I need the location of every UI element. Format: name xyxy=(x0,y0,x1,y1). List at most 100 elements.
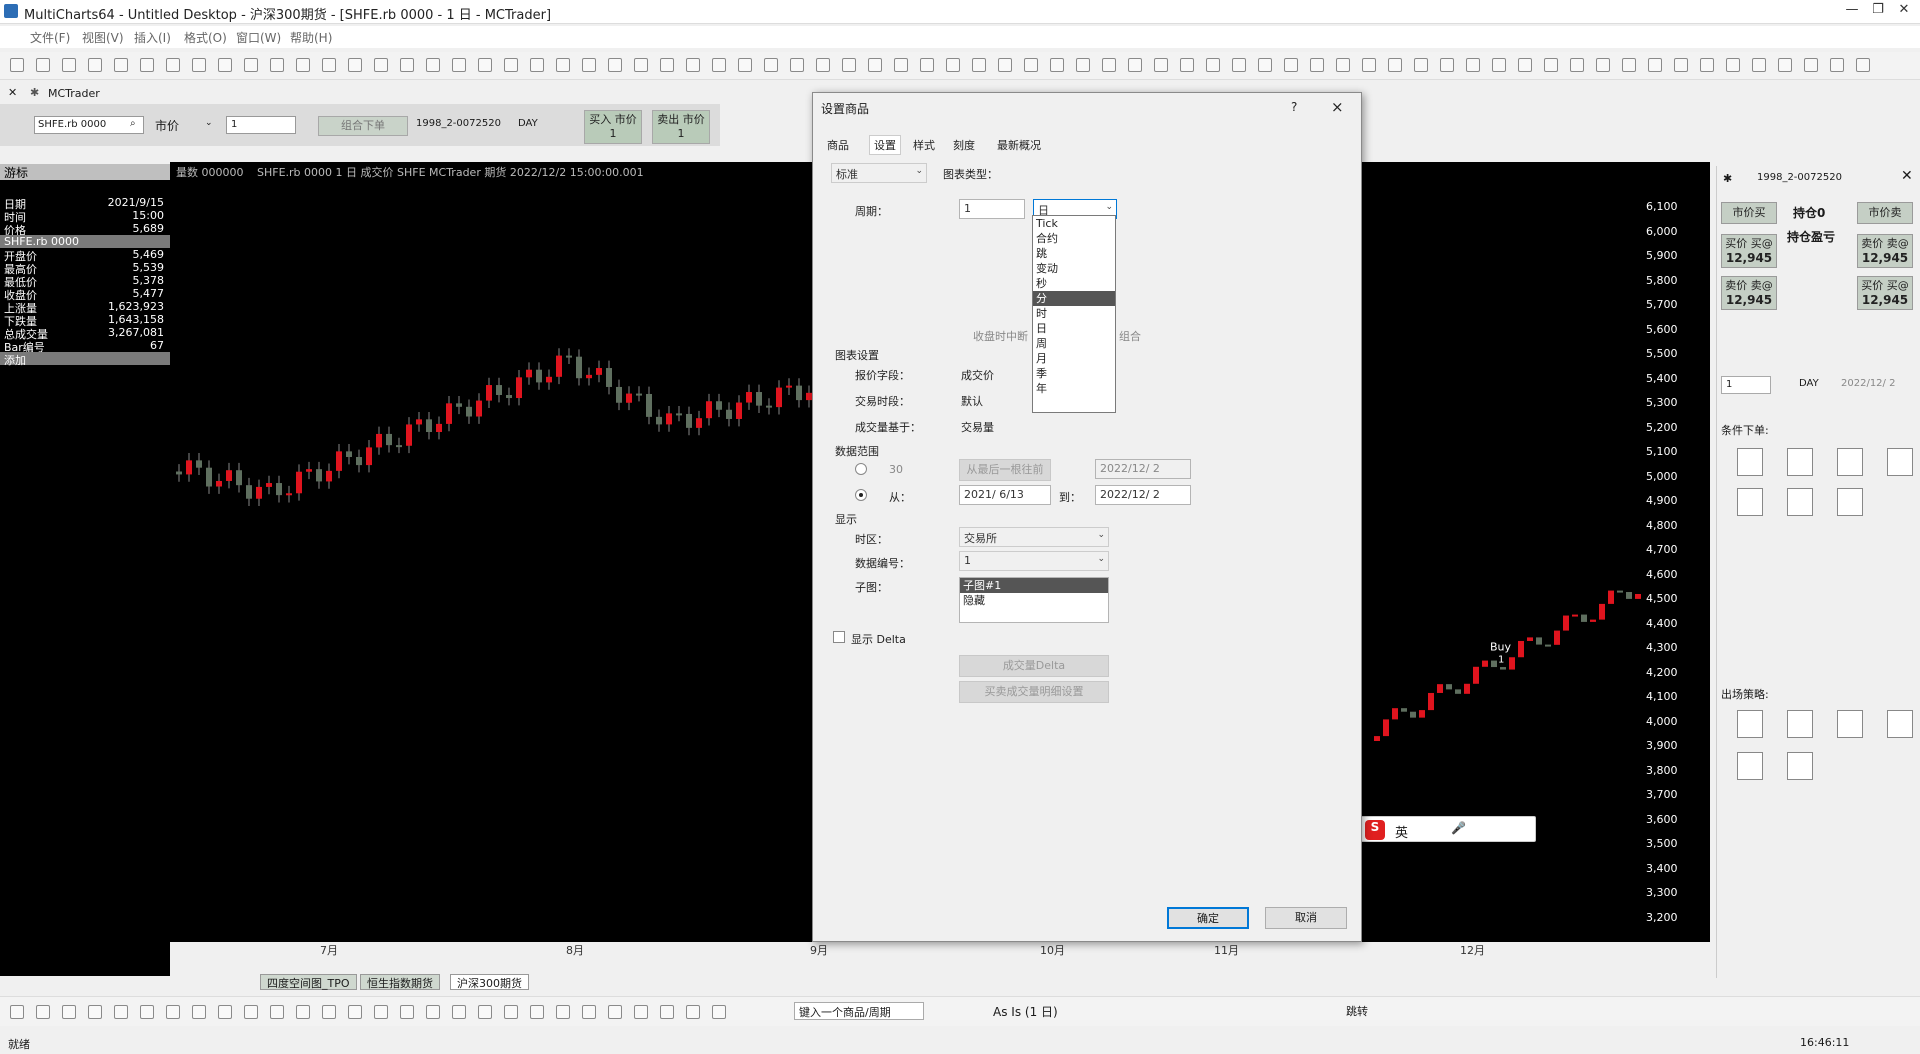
drawing-tool-button[interactable] xyxy=(322,1005,336,1019)
tif-select[interactable]: DAY xyxy=(1799,378,1819,389)
volume-value[interactable]: 交易量 xyxy=(961,421,994,434)
toolbar-button[interactable] xyxy=(1544,58,1558,72)
symbol-input[interactable]: SHFE.rb 0000 xyxy=(34,116,144,134)
window-tab[interactable]: ✕ ✱ MCTrader xyxy=(0,84,170,104)
sell-ask-button[interactable]: 卖价 卖@ 12,945 xyxy=(1857,234,1913,268)
drawing-tool-button[interactable] xyxy=(62,1005,76,1019)
toolbar-button[interactable] xyxy=(1232,58,1246,72)
toolbar-button[interactable] xyxy=(114,58,128,72)
exit-strategy-icon[interactable] xyxy=(1737,710,1763,738)
toolbar-button[interactable] xyxy=(1180,58,1194,72)
stop-limit-icon[interactable] xyxy=(1787,448,1813,476)
maximize-button[interactable]: ❐ xyxy=(1872,2,1884,17)
period-unit-option[interactable]: 月 xyxy=(1036,352,1047,365)
toolbar-button[interactable] xyxy=(1518,58,1532,72)
toolbar-button[interactable] xyxy=(218,58,232,72)
combo-order-button[interactable]: 组合下单 xyxy=(318,116,408,136)
data-number-select[interactable]: 1 ⌄ xyxy=(959,551,1109,571)
toolbar-button[interactable] xyxy=(1076,58,1090,72)
toolbar-button[interactable] xyxy=(1492,58,1506,72)
toolbar-button[interactable] xyxy=(244,58,258,72)
market-buy-button[interactable]: 市价买 xyxy=(1721,202,1777,224)
quote-field-value[interactable]: 成交价 xyxy=(961,369,994,382)
tab-overview[interactable]: 最新概况 xyxy=(997,139,1041,152)
ime-lang[interactable]: 英 xyxy=(1395,826,1409,841)
tab-csi300[interactable]: 沪深300期货 xyxy=(450,974,529,990)
toolbar-button[interactable] xyxy=(1154,58,1168,72)
drawing-tool-button[interactable] xyxy=(218,1005,232,1019)
from-last-bar-button[interactable]: 从最后一根往前 xyxy=(959,459,1051,481)
drawing-tool-button[interactable] xyxy=(270,1005,284,1019)
account-select[interactable]: 1998_2-0072520 xyxy=(1757,172,1842,183)
menu-format[interactable]: 格式(O) xyxy=(184,31,227,45)
toolbar-button[interactable] xyxy=(946,58,960,72)
toolbar-button[interactable] xyxy=(1388,58,1402,72)
period-unit-option[interactable]: 时 xyxy=(1036,307,1047,320)
toolbar-button[interactable] xyxy=(1128,58,1142,72)
toolbar-button[interactable] xyxy=(1778,58,1792,72)
toolbar-button[interactable] xyxy=(400,58,414,72)
subchart-option[interactable]: 子图#1 xyxy=(960,578,1108,593)
toolbar-button[interactable] xyxy=(426,58,440,72)
sell-market-button[interactable]: 卖出 市价 1 xyxy=(652,110,710,144)
toolbar-button[interactable] xyxy=(348,58,362,72)
toolbar-button[interactable] xyxy=(1726,58,1740,72)
jump-button[interactable]: 跳转 xyxy=(1346,1005,1368,1018)
exit-strategy-icon[interactable] xyxy=(1787,710,1813,738)
drawing-tool-button[interactable] xyxy=(192,1005,206,1019)
toolbar-button[interactable] xyxy=(374,58,388,72)
drawing-tool-button[interactable] xyxy=(400,1005,414,1019)
menu-view[interactable]: 视图(V) xyxy=(82,31,124,45)
microphone-icon[interactable]: 🎤 xyxy=(1451,821,1466,835)
toolbar-button[interactable] xyxy=(1830,58,1844,72)
close-icon[interactable]: ✕ xyxy=(1901,168,1913,184)
cancel-button[interactable]: 取消 xyxy=(1265,907,1347,929)
buy-bid-button[interactable]: 买价 买@ 12,945 xyxy=(1721,234,1777,268)
toolbar-button[interactable] xyxy=(166,58,180,72)
tab-scale[interactable]: 刻度 xyxy=(953,139,975,152)
drawing-tool-button[interactable] xyxy=(660,1005,674,1019)
period-unit-option[interactable]: Tick xyxy=(1036,217,1058,230)
exit-strategy-icon[interactable] xyxy=(1837,710,1863,738)
bracket-icon[interactable] xyxy=(1837,488,1863,516)
chart-kind-select[interactable]: 标准 ⌄ xyxy=(831,163,927,183)
toolbar-button[interactable] xyxy=(270,58,284,72)
period-unit-option[interactable]: 变动 xyxy=(1036,262,1058,275)
drawing-tool-button[interactable] xyxy=(140,1005,154,1019)
drawing-tool-button[interactable] xyxy=(10,1005,24,1019)
toolbar-button[interactable] xyxy=(478,58,492,72)
toolbar-button[interactable] xyxy=(1752,58,1766,72)
toolbar-button[interactable] xyxy=(1050,58,1064,72)
period-unit-dropdown[interactable]: Tick 合约跳变动秒分时日周月季年 xyxy=(1032,215,1116,413)
order-type-select[interactable]: 市价 xyxy=(155,119,180,133)
qty-input[interactable]: 1 xyxy=(226,116,296,134)
drawing-tool-button[interactable] xyxy=(114,1005,128,1019)
toolbar-button[interactable] xyxy=(1310,58,1324,72)
drawing-tool-button[interactable] xyxy=(504,1005,518,1019)
toolbar-button[interactable] xyxy=(582,58,596,72)
toolbar-button[interactable] xyxy=(36,58,50,72)
from-date-input[interactable]: 2021/ 6/13 xyxy=(959,485,1051,505)
toolbar-button[interactable] xyxy=(1440,58,1454,72)
symbol-period-input[interactable]: 键入一个商品/周期 xyxy=(794,1002,924,1020)
range-bars-radio[interactable] xyxy=(855,463,867,475)
period-unit-option[interactable]: 季 xyxy=(1036,367,1047,380)
sell-stop-icon[interactable] xyxy=(1787,488,1813,516)
toolbar-button[interactable] xyxy=(920,58,934,72)
session-value[interactable]: 默认 xyxy=(961,395,983,408)
subchart-list[interactable]: 子图#1 隐藏 xyxy=(959,577,1109,623)
drawing-tool-button[interactable] xyxy=(712,1005,726,1019)
stop-order-icon[interactable] xyxy=(1737,448,1763,476)
toolbar-button[interactable] xyxy=(1414,58,1428,72)
toolbar-button[interactable] xyxy=(296,58,310,72)
drawing-tool-button[interactable] xyxy=(634,1005,648,1019)
exit-strategy-icon[interactable] xyxy=(1737,752,1763,780)
search-icon[interactable]: ⌕ xyxy=(130,118,136,129)
sell-bid-button[interactable]: 卖价 卖@ 12,945 xyxy=(1721,276,1777,310)
date-field[interactable]: 2022/12/ 2 xyxy=(1841,378,1896,389)
tif-select[interactable]: DAY xyxy=(518,118,538,129)
menu-window[interactable]: 窗口(W) xyxy=(236,31,282,45)
help-button[interactable]: ? xyxy=(1291,100,1298,114)
period-unit-option[interactable]: 日 xyxy=(1036,322,1047,335)
gear-icon[interactable]: ✱ xyxy=(1723,172,1733,185)
